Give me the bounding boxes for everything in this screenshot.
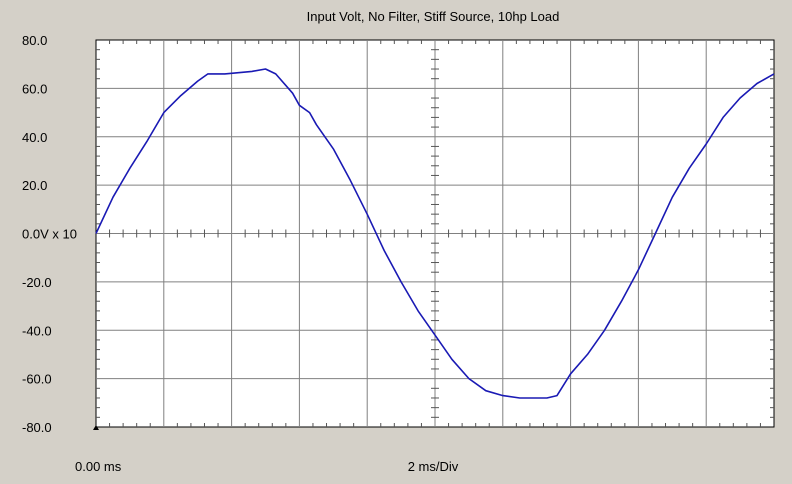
y-tick-label: -40.0: [22, 323, 52, 338]
x-scale-label: 2 ms/Div: [408, 459, 459, 474]
series-layer: [95, 68, 775, 399]
y-tick-label: 80.0: [22, 33, 47, 48]
series-line-0: [95, 68, 775, 399]
y-tick-label: 0.0V x 10: [22, 227, 77, 242]
y-tick-label: -60.0: [22, 372, 52, 387]
y-tick-label: 40.0: [22, 130, 47, 145]
y-tick-label: 20.0: [22, 178, 47, 193]
y-tick-label: -80.0: [22, 420, 52, 435]
y-tick-label: 60.0: [22, 81, 47, 96]
y-axis-labels: 80.0 60.0 40.0 20.0 0.0V x 10 -20.0 -40.0 -60.0…: [22, 33, 77, 435]
chart-title: Input Volt, No Filter, Stiff Source, 10h…: [307, 9, 560, 24]
x-start-label: 0.00 ms: [75, 459, 122, 474]
y-tick-label: -20.0: [22, 275, 52, 290]
trigger-marker: [93, 425, 99, 430]
grid: [96, 40, 774, 427]
